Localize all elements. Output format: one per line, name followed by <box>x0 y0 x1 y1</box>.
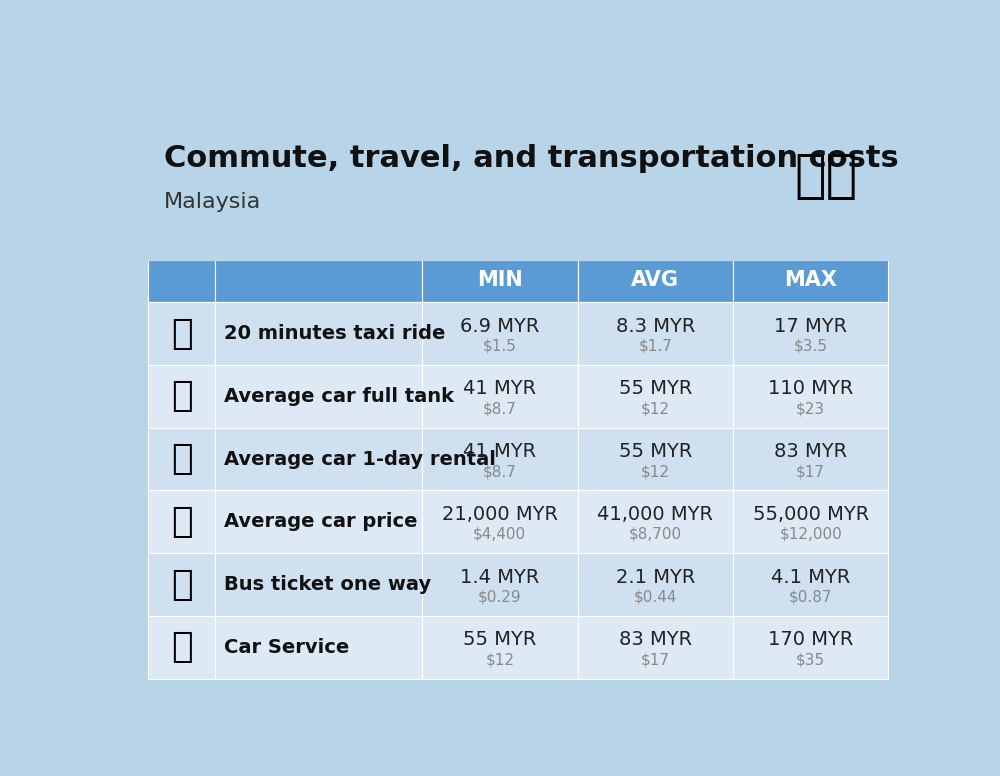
FancyBboxPatch shape <box>215 365 422 428</box>
Text: 8.3 MYR: 8.3 MYR <box>616 317 695 335</box>
Text: $17: $17 <box>796 464 825 479</box>
FancyBboxPatch shape <box>733 258 888 303</box>
Text: MAX: MAX <box>784 270 837 290</box>
FancyBboxPatch shape <box>215 258 422 303</box>
Text: 83 MYR: 83 MYR <box>774 442 847 461</box>
Text: AVG: AVG <box>631 270 679 290</box>
Text: 20 minutes taxi ride: 20 minutes taxi ride <box>224 324 446 343</box>
FancyBboxPatch shape <box>215 303 422 365</box>
Text: $1.5: $1.5 <box>483 338 517 354</box>
FancyBboxPatch shape <box>733 365 888 428</box>
Text: $1.7: $1.7 <box>638 338 672 354</box>
FancyBboxPatch shape <box>148 303 215 365</box>
FancyBboxPatch shape <box>578 553 733 616</box>
Text: 110 MYR: 110 MYR <box>768 379 853 398</box>
FancyBboxPatch shape <box>215 490 422 553</box>
FancyBboxPatch shape <box>578 616 733 679</box>
Text: 🚙: 🚙 <box>171 442 192 476</box>
FancyBboxPatch shape <box>148 365 215 428</box>
Text: $8,700: $8,700 <box>629 527 682 542</box>
Text: $23: $23 <box>796 401 825 417</box>
Text: 2.1 MYR: 2.1 MYR <box>616 567 695 587</box>
FancyBboxPatch shape <box>148 616 215 679</box>
Text: $0.87: $0.87 <box>789 590 832 605</box>
Text: 55,000 MYR: 55,000 MYR <box>753 505 869 524</box>
FancyBboxPatch shape <box>148 553 215 616</box>
FancyBboxPatch shape <box>148 428 215 490</box>
FancyBboxPatch shape <box>422 258 578 303</box>
Text: 🚌: 🚌 <box>171 567 192 601</box>
Text: $0.44: $0.44 <box>633 590 677 605</box>
Text: 1.4 MYR: 1.4 MYR <box>460 567 539 587</box>
Text: 55 MYR: 55 MYR <box>463 630 536 650</box>
Text: $35: $35 <box>796 653 825 667</box>
FancyBboxPatch shape <box>422 365 578 428</box>
Text: 4.1 MYR: 4.1 MYR <box>771 567 850 587</box>
Text: 🚘: 🚘 <box>171 630 192 664</box>
Text: 🇲🇾: 🇲🇾 <box>794 150 857 202</box>
Text: $3.5: $3.5 <box>794 338 828 354</box>
FancyBboxPatch shape <box>422 490 578 553</box>
Text: $12: $12 <box>485 653 514 667</box>
Text: $17: $17 <box>641 653 670 667</box>
Text: 41,000 MYR: 41,000 MYR <box>597 505 713 524</box>
Text: Car Service: Car Service <box>224 638 349 656</box>
Text: 🚗: 🚗 <box>171 505 192 539</box>
Text: Average car 1-day rental: Average car 1-day rental <box>224 449 496 469</box>
FancyBboxPatch shape <box>733 616 888 679</box>
FancyBboxPatch shape <box>733 303 888 365</box>
FancyBboxPatch shape <box>422 616 578 679</box>
FancyBboxPatch shape <box>422 428 578 490</box>
Text: $8.7: $8.7 <box>483 464 517 479</box>
Text: Bus ticket one way: Bus ticket one way <box>224 575 431 594</box>
FancyBboxPatch shape <box>578 490 733 553</box>
Text: 55 MYR: 55 MYR <box>619 442 692 461</box>
Text: $12,000: $12,000 <box>779 527 842 542</box>
FancyBboxPatch shape <box>422 553 578 616</box>
Text: 17 MYR: 17 MYR <box>774 317 847 335</box>
FancyBboxPatch shape <box>733 553 888 616</box>
FancyBboxPatch shape <box>578 428 733 490</box>
FancyBboxPatch shape <box>215 428 422 490</box>
Text: $12: $12 <box>641 401 670 417</box>
FancyBboxPatch shape <box>578 303 733 365</box>
Text: $0.29: $0.29 <box>478 590 522 605</box>
FancyBboxPatch shape <box>422 303 578 365</box>
Text: Average car full tank: Average car full tank <box>224 387 454 406</box>
Text: MIN: MIN <box>477 270 523 290</box>
Text: 21,000 MYR: 21,000 MYR <box>442 505 558 524</box>
Text: 41 MYR: 41 MYR <box>463 442 536 461</box>
Text: $12: $12 <box>641 464 670 479</box>
FancyBboxPatch shape <box>733 490 888 553</box>
FancyBboxPatch shape <box>148 490 215 553</box>
FancyBboxPatch shape <box>215 553 422 616</box>
FancyBboxPatch shape <box>578 258 733 303</box>
Text: 6.9 MYR: 6.9 MYR <box>460 317 539 335</box>
Text: ⛽: ⛽ <box>171 379 192 414</box>
Text: Malaysia: Malaysia <box>164 192 261 212</box>
Text: Commute, travel, and transportation costs: Commute, travel, and transportation cost… <box>164 144 898 173</box>
Text: 🚕: 🚕 <box>171 317 192 351</box>
Text: 83 MYR: 83 MYR <box>619 630 692 650</box>
Text: 170 MYR: 170 MYR <box>768 630 853 650</box>
FancyBboxPatch shape <box>578 365 733 428</box>
Text: 41 MYR: 41 MYR <box>463 379 536 398</box>
FancyBboxPatch shape <box>215 616 422 679</box>
Text: $8.7: $8.7 <box>483 401 517 417</box>
FancyBboxPatch shape <box>148 258 215 303</box>
Text: $4,400: $4,400 <box>473 527 526 542</box>
FancyBboxPatch shape <box>733 428 888 490</box>
Text: 55 MYR: 55 MYR <box>619 379 692 398</box>
Text: Average car price: Average car price <box>224 512 418 532</box>
